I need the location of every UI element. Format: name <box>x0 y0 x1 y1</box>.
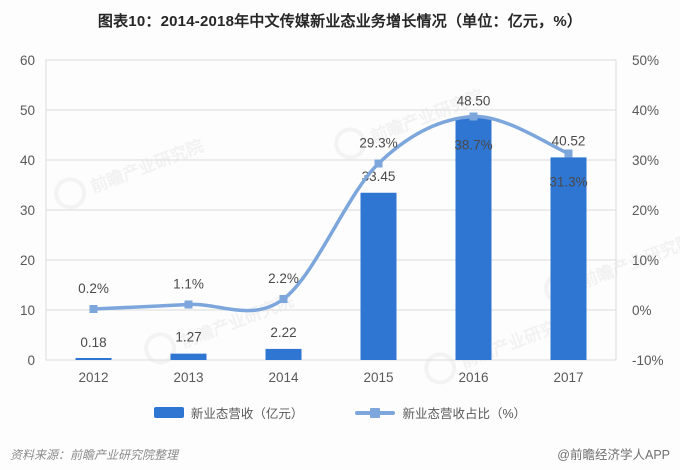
chart-legend: 新业态营收（亿元） 新业态营收占比（%） <box>0 403 680 422</box>
y-axis-tick-right: 20% <box>632 203 659 218</box>
y-axis-tick-left: 0 <box>27 353 35 368</box>
bar <box>170 353 207 360</box>
y-axis-tick-left: 40 <box>20 153 35 168</box>
line-marker-icon <box>370 407 381 418</box>
y-axis-tick-left: 20 <box>20 253 35 268</box>
legend-label-revenue: 新业态营收（亿元） <box>190 407 304 421</box>
line-series-swatch-icon <box>355 407 396 418</box>
bar <box>265 348 302 360</box>
legend-item-share: 新业态营收占比（%） <box>355 403 526 422</box>
x-axis-label: 2014 <box>268 370 299 385</box>
y-axis-tick-right: 40% <box>632 103 659 118</box>
plot-border <box>45 59 617 361</box>
trend-line <box>91 114 571 313</box>
x-axis-label: 2016 <box>458 370 488 385</box>
line-value-label: 1.1% <box>173 277 204 292</box>
legend-label-share: 新业态营收占比（%） <box>402 407 527 421</box>
bar-value-label: 0.18 <box>80 335 106 350</box>
y-axis-tick-right: 10% <box>632 253 659 268</box>
line-value-label: 31.3% <box>549 175 587 190</box>
line-marker <box>564 149 573 158</box>
chart-footer: 资料来源：前瞻产业研究院整理 @前瞻经济学人APP <box>10 444 670 463</box>
bar-series-swatch-icon <box>153 407 184 418</box>
bar <box>75 358 112 360</box>
credit-note: @前瞻经济学人APP <box>557 448 670 462</box>
x-axis-label: 2015 <box>363 370 393 385</box>
line-marker <box>279 295 288 303</box>
y-axis-tick-right: -10% <box>632 353 664 368</box>
line-marker <box>469 112 478 121</box>
y-axis-tick-right: 50% <box>632 53 659 68</box>
bar <box>550 157 587 360</box>
bar <box>455 117 492 360</box>
y-axis-tick-right: 30% <box>632 153 659 168</box>
bar-value-label: 1.27 <box>175 330 201 345</box>
line-value-label: 0.2% <box>78 281 109 296</box>
y-axis-tick-left: 60 <box>20 53 35 68</box>
bar-value-label: 48.50 <box>457 94 491 109</box>
line-value-label: 2.2% <box>268 271 299 286</box>
line-marker <box>374 159 383 168</box>
bar-value-label: 2.22 <box>270 325 296 340</box>
x-axis-label: 2017 <box>553 370 583 385</box>
bar-value-label: 40.52 <box>552 133 586 148</box>
y-axis-tick-left: 10 <box>20 303 35 318</box>
legend-item-revenue: 新业态营收（亿元） <box>153 403 304 422</box>
y-axis-tick-left: 30 <box>20 203 35 218</box>
y-axis-tick-right: 0% <box>632 303 652 318</box>
line-value-label: 29.3% <box>359 136 397 151</box>
line-value-label: 38.7% <box>454 138 492 153</box>
x-axis-label: 2013 <box>173 370 203 385</box>
line-marker <box>89 305 98 313</box>
chart-title: 图表10：2014-2018年中文传媒新业态业务增长情况（单位：亿元，%） <box>97 13 583 30</box>
source-note: 资料来源：前瞻产业研究院整理 <box>10 448 179 462</box>
line-marker <box>184 300 193 309</box>
x-axis-label: 2012 <box>78 370 108 385</box>
y-axis-tick-left: 50 <box>20 103 35 118</box>
bar <box>360 192 397 360</box>
